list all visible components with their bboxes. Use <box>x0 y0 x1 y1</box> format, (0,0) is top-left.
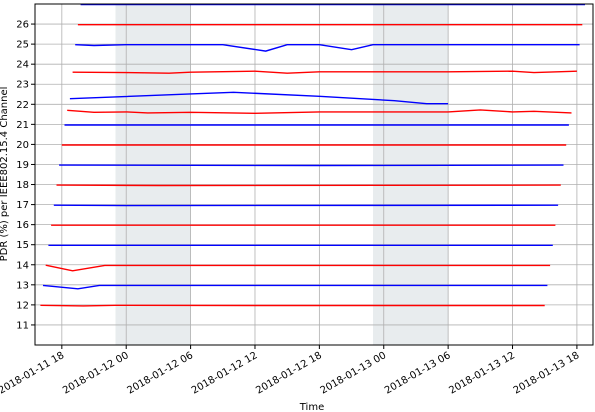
y-tick-label: 14 <box>16 260 29 271</box>
y-axis-label: PDR (%) per IEEE802.15.4 Channel <box>0 87 10 262</box>
y-tick-label: 25 <box>16 40 29 51</box>
y-tick-label: 12 <box>16 300 29 311</box>
y-tick-label: 19 <box>16 160 29 171</box>
plot-frame <box>34 3 594 346</box>
y-tick-label: 22 <box>16 100 29 111</box>
series-line-10 <box>67 109 572 115</box>
shaded-region-1 <box>373 4 449 345</box>
series-line-12 <box>72 70 577 74</box>
x-tick-label: 2018-01-12 18 <box>254 350 324 397</box>
shaded-region-0 <box>115 4 191 345</box>
y-tick-label: 20 <box>16 140 29 151</box>
x-tick-label: 2018-01-13 18 <box>512 350 582 397</box>
y-tick-label: 13 <box>16 280 29 291</box>
y-tick-label: 15 <box>16 240 29 251</box>
x-axis-label: Time <box>299 402 324 412</box>
y-tick-label: 17 <box>16 200 29 211</box>
x-tick-label: 2018-01-13 00 <box>319 350 389 397</box>
y-tick-label: 16 <box>16 220 29 231</box>
x-tick-label: 2018-01-13 12 <box>447 350 517 397</box>
series-line-13 <box>75 44 580 52</box>
shaded-regions <box>115 4 449 345</box>
x-tick-label: 2018-01-12 00 <box>61 350 131 397</box>
y-tick-label: 18 <box>16 180 29 191</box>
series-line-0 <box>40 304 545 307</box>
series-lines <box>40 3 585 307</box>
y-tick-label: 24 <box>16 60 29 71</box>
axes: 11 12 13 14 15 16 17 18 19 20 21 22 23 24 25 26 2018-01-… <box>0 3 594 397</box>
y-tick-label: 26 <box>16 20 29 31</box>
y-tick-label: 11 <box>16 320 29 331</box>
series-line-11 <box>69 91 449 105</box>
x-tick-label: 2018-01-12 12 <box>190 350 260 397</box>
y-tick-label: 23 <box>16 80 29 91</box>
series-line-2 <box>45 264 551 272</box>
x-tick-label: 2018-01-13 06 <box>383 350 453 397</box>
y-tick-label: 21 <box>16 120 29 131</box>
series-line-1 <box>42 284 548 290</box>
x-tick-label: 2018-01-11 18 <box>0 350 66 397</box>
x-tick-label: 2018-01-12 06 <box>125 350 195 397</box>
